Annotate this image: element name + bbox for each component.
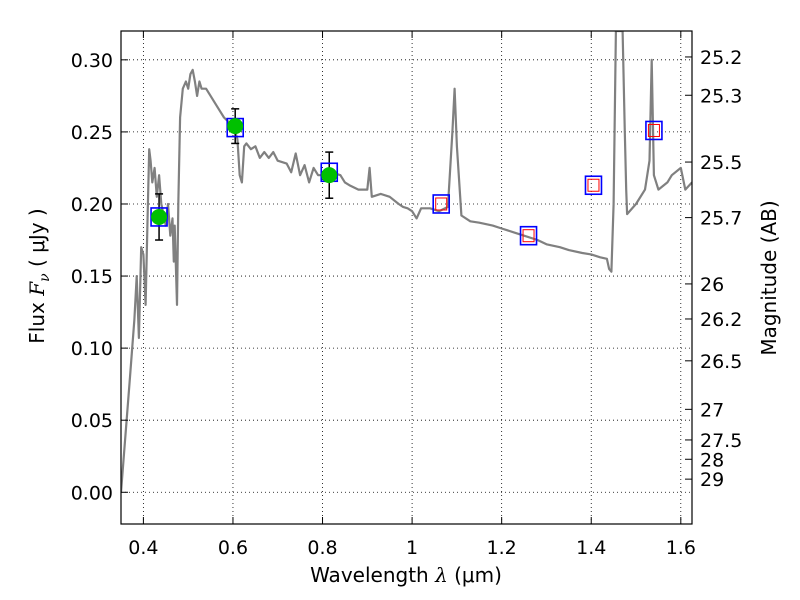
x-tick-label-2: 0.8	[307, 537, 337, 559]
x-tick-label-1: 0.6	[218, 537, 248, 559]
mag-tick-label-1: 25.3	[700, 85, 742, 107]
mag-tick-label-7: 27	[700, 399, 724, 421]
predicted-box-inner-1	[522, 229, 535, 243]
x-tick-label-3: 1	[406, 537, 418, 559]
mag-tick-label-6: 26.5	[700, 351, 742, 373]
y-tick-label-4: 0.20	[71, 194, 113, 216]
y-tick-label-0: 0.00	[71, 482, 113, 504]
mag-tick-label-2: 25.5	[700, 152, 742, 174]
x-axis-ticks: 0.4 0.6 0.8 1 1.2 1.4 1.6	[128, 31, 696, 559]
predicted-box-outer-2	[584, 175, 603, 196]
x-tick-label-5: 1.4	[576, 537, 606, 559]
mag-tick-label-5: 26.2	[700, 309, 742, 331]
x-tick-label-4: 1.2	[487, 537, 517, 559]
y-axis-ticks: 0.00 0.05 0.10 0.15 0.20 0.25 0.30	[71, 50, 128, 504]
predicted-box-inner-0	[435, 197, 448, 211]
y-tick-label-6: 0.30	[71, 50, 113, 72]
observed-point-1	[227, 118, 244, 135]
mag-tick-label-4: 26	[700, 274, 724, 296]
y-tick-label-3: 0.15	[71, 266, 113, 288]
observed-point-0	[151, 208, 168, 225]
mag-tick-label-0: 25.2	[700, 47, 742, 69]
predicted-box-outer-1	[519, 225, 538, 246]
predicted-box-outer-0	[432, 194, 451, 214]
predicted-box-outer-3	[645, 120, 663, 141]
plot-frame	[120, 30, 693, 525]
mag-tick-label-8: 27.5	[700, 430, 742, 452]
predicted-box-inner-3	[647, 123, 660, 137]
sed-model-line	[121, 31, 692, 493]
predicted-box-inner-2	[587, 178, 600, 192]
observed-point-2	[321, 167, 338, 184]
y-tick-label-5: 0.25	[71, 122, 113, 144]
sed-model-series	[121, 31, 692, 493]
x-tick-label-0: 0.4	[128, 537, 158, 559]
x-axis-title: Wavelength λ (μm)	[310, 563, 502, 587]
mag-tick-label-10: 29	[700, 469, 724, 491]
x-tick-label-6: 1.6	[666, 537, 696, 559]
y-tick-label-2: 0.10	[71, 338, 113, 360]
mag-tick-label-3: 25.7	[700, 208, 742, 230]
mag-tick-label-9: 28	[700, 449, 724, 471]
y-tick-label-1: 0.05	[71, 410, 113, 432]
magnitude-axis-title: Magnitude (AB)	[757, 200, 781, 355]
photometry-markers	[150, 108, 663, 246]
y-axis-title: Flux Fν ( μJy )	[25, 208, 53, 343]
